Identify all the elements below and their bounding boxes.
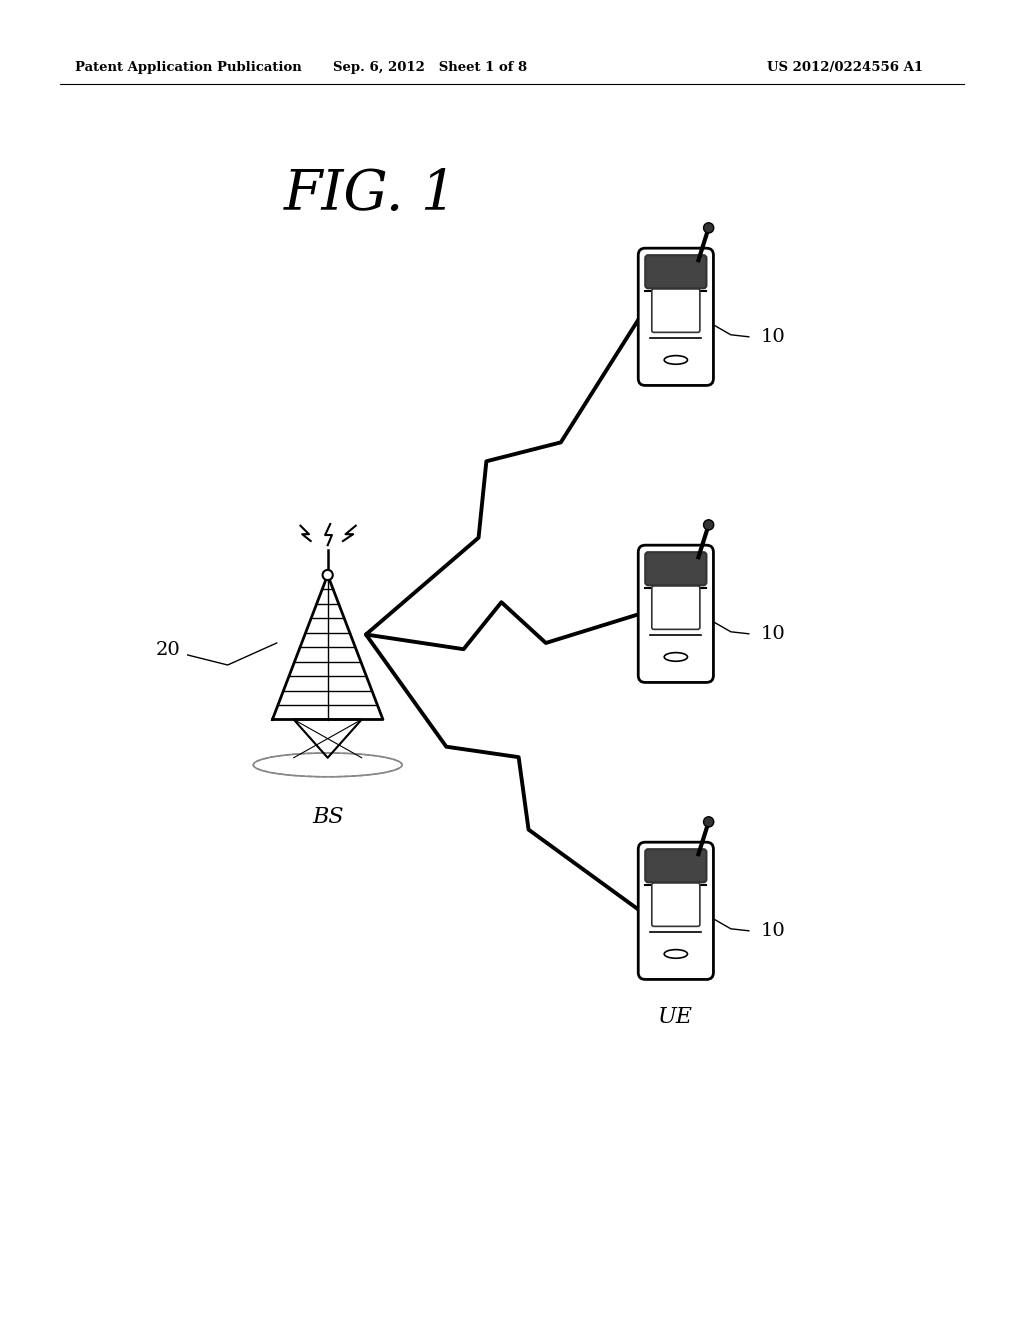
Text: Sep. 6, 2012   Sheet 1 of 8: Sep. 6, 2012 Sheet 1 of 8 [333,62,527,74]
Text: Patent Application Publication: Patent Application Publication [75,62,302,74]
Text: US 2012/0224556 A1: US 2012/0224556 A1 [767,62,923,74]
Text: 10: 10 [761,327,785,346]
FancyBboxPatch shape [652,883,699,927]
Text: FIG. 1: FIG. 1 [284,168,457,222]
FancyBboxPatch shape [638,842,714,979]
Circle shape [323,570,333,579]
Text: 10: 10 [761,921,785,940]
FancyBboxPatch shape [652,289,699,333]
Text: UE: UE [658,1006,693,1028]
FancyBboxPatch shape [645,849,707,882]
Circle shape [703,223,714,232]
Circle shape [703,520,714,529]
Text: 10: 10 [761,624,785,643]
FancyBboxPatch shape [638,545,714,682]
Text: BS: BS [312,807,343,828]
FancyBboxPatch shape [638,248,714,385]
Circle shape [703,817,714,826]
Text: 20: 20 [156,642,180,659]
FancyBboxPatch shape [652,586,699,630]
FancyBboxPatch shape [645,255,707,288]
FancyBboxPatch shape [645,552,707,585]
